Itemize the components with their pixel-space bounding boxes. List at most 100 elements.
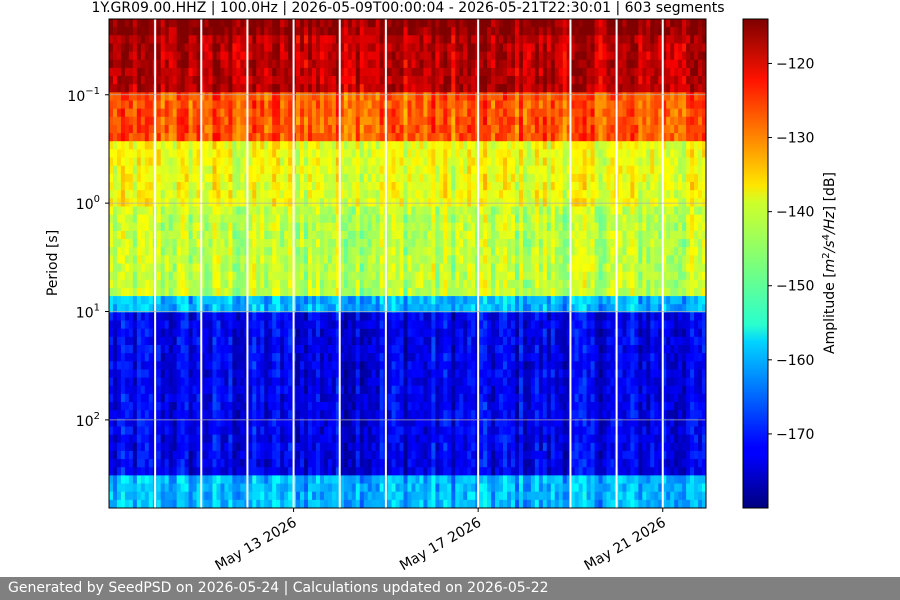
heatmap-cell (124, 173, 130, 183)
heatmap-cell (606, 198, 612, 208)
heatmap-cell (284, 141, 289, 150)
heatmap-cell (176, 43, 182, 53)
heatmap-cell (570, 271, 576, 281)
heatmap-cell (224, 51, 229, 61)
heatmap-cell (327, 222, 333, 232)
heatmap-cell (666, 198, 671, 208)
heatmap-cell (514, 255, 520, 265)
heatmap-cell (323, 133, 329, 142)
heatmap-cell (156, 124, 162, 134)
heatmap-cell (136, 271, 142, 281)
heatmap-cell (419, 76, 425, 85)
heatmap-cell (586, 230, 592, 240)
heatmap-cell (387, 279, 393, 289)
heatmap-cell (124, 133, 130, 142)
heatmap-cell (136, 43, 142, 53)
heatmap-cell (447, 255, 452, 265)
heatmap-cell (268, 84, 273, 93)
heatmap-cell (359, 67, 365, 77)
heatmap-cell (499, 19, 504, 28)
heatmap-cell (514, 19, 520, 28)
heatmap-cell (522, 239, 528, 248)
heatmap-cell (618, 222, 624, 232)
heatmap-cell (574, 165, 580, 175)
heatmap-cell (128, 239, 134, 248)
heatmap-cell (411, 247, 417, 256)
heatmap-cell (367, 206, 373, 216)
heatmap-cell (606, 43, 612, 53)
heatmap-cell (387, 76, 393, 85)
heatmap-cell (300, 271, 305, 281)
heatmap-cell (256, 149, 261, 159)
heatmap-cell (542, 19, 548, 28)
heatmap-cell (232, 141, 237, 150)
heatmap-cell (124, 279, 130, 289)
heatmap-cell (510, 43, 516, 53)
heatmap-cell (304, 214, 309, 224)
heatmap-cell (208, 230, 214, 240)
heatmap-cell (351, 59, 357, 69)
heatmap-cell (467, 43, 472, 53)
heatmap-cell (311, 43, 317, 53)
heatmap-cell (172, 206, 178, 216)
heatmap-cell (479, 84, 484, 93)
heatmap-cell (240, 173, 245, 183)
heatmap-cell (439, 35, 444, 45)
heatmap-cell (228, 67, 233, 77)
heatmap-cell (180, 214, 186, 224)
heatmap-cell (578, 214, 584, 224)
heatmap-cell (395, 100, 401, 110)
heatmap-cell (630, 27, 635, 36)
heatmap-cell (586, 255, 592, 265)
heatmap-cell (136, 206, 142, 216)
heatmap-cell (499, 59, 504, 69)
heatmap-cell (662, 19, 667, 28)
heatmap-cell (463, 206, 468, 216)
heatmap-cell (224, 173, 229, 183)
heatmap-cell (439, 247, 444, 256)
heatmap-cell (347, 263, 353, 273)
heatmap-cell (407, 19, 413, 28)
heatmap-cell (510, 206, 516, 216)
heatmap-cell (646, 165, 651, 175)
heatmap-cell (554, 76, 560, 85)
heatmap-cell (363, 214, 369, 224)
heatmap-cell (132, 182, 138, 191)
heatmap-cell (662, 214, 667, 224)
heatmap-cell (618, 108, 624, 118)
heatmap-cell (467, 214, 472, 224)
heatmap-cell (196, 255, 202, 265)
heatmap-cell (586, 271, 592, 281)
heatmap-cell (514, 149, 520, 159)
heatmap-cell (188, 149, 194, 159)
heatmap-cell (666, 19, 671, 28)
heatmap-cell (192, 247, 198, 256)
heatmap-cell (578, 92, 584, 102)
heatmap-cell (331, 92, 337, 102)
heatmap-cell (296, 27, 301, 36)
heatmap-cell (411, 214, 417, 224)
heatmap-cell (160, 287, 166, 297)
heatmap-cell (335, 173, 341, 183)
heatmap-cell (311, 157, 317, 167)
heatmap-cell (379, 116, 385, 126)
heatmap-cell (272, 92, 277, 102)
heatmap-cell (327, 84, 333, 93)
heatmap-cell (276, 287, 281, 297)
heatmap-cell (471, 239, 476, 248)
heatmap-cell (626, 182, 631, 191)
heatmap-cell (622, 157, 627, 167)
heatmap-cell (148, 279, 154, 289)
heatmap-cell (156, 173, 162, 183)
heatmap-cell (355, 84, 361, 93)
heatmap-cell (594, 222, 600, 232)
heatmap-cell (419, 108, 425, 118)
heatmap-cell (228, 247, 233, 256)
heatmap-cell (180, 141, 186, 150)
heatmap-cell (280, 173, 285, 183)
heatmap-cell (654, 51, 659, 61)
heatmap-cell (220, 230, 226, 240)
heatmap-cell (204, 230, 210, 240)
heatmap-cell (455, 190, 460, 199)
heatmap-cell (192, 100, 198, 110)
